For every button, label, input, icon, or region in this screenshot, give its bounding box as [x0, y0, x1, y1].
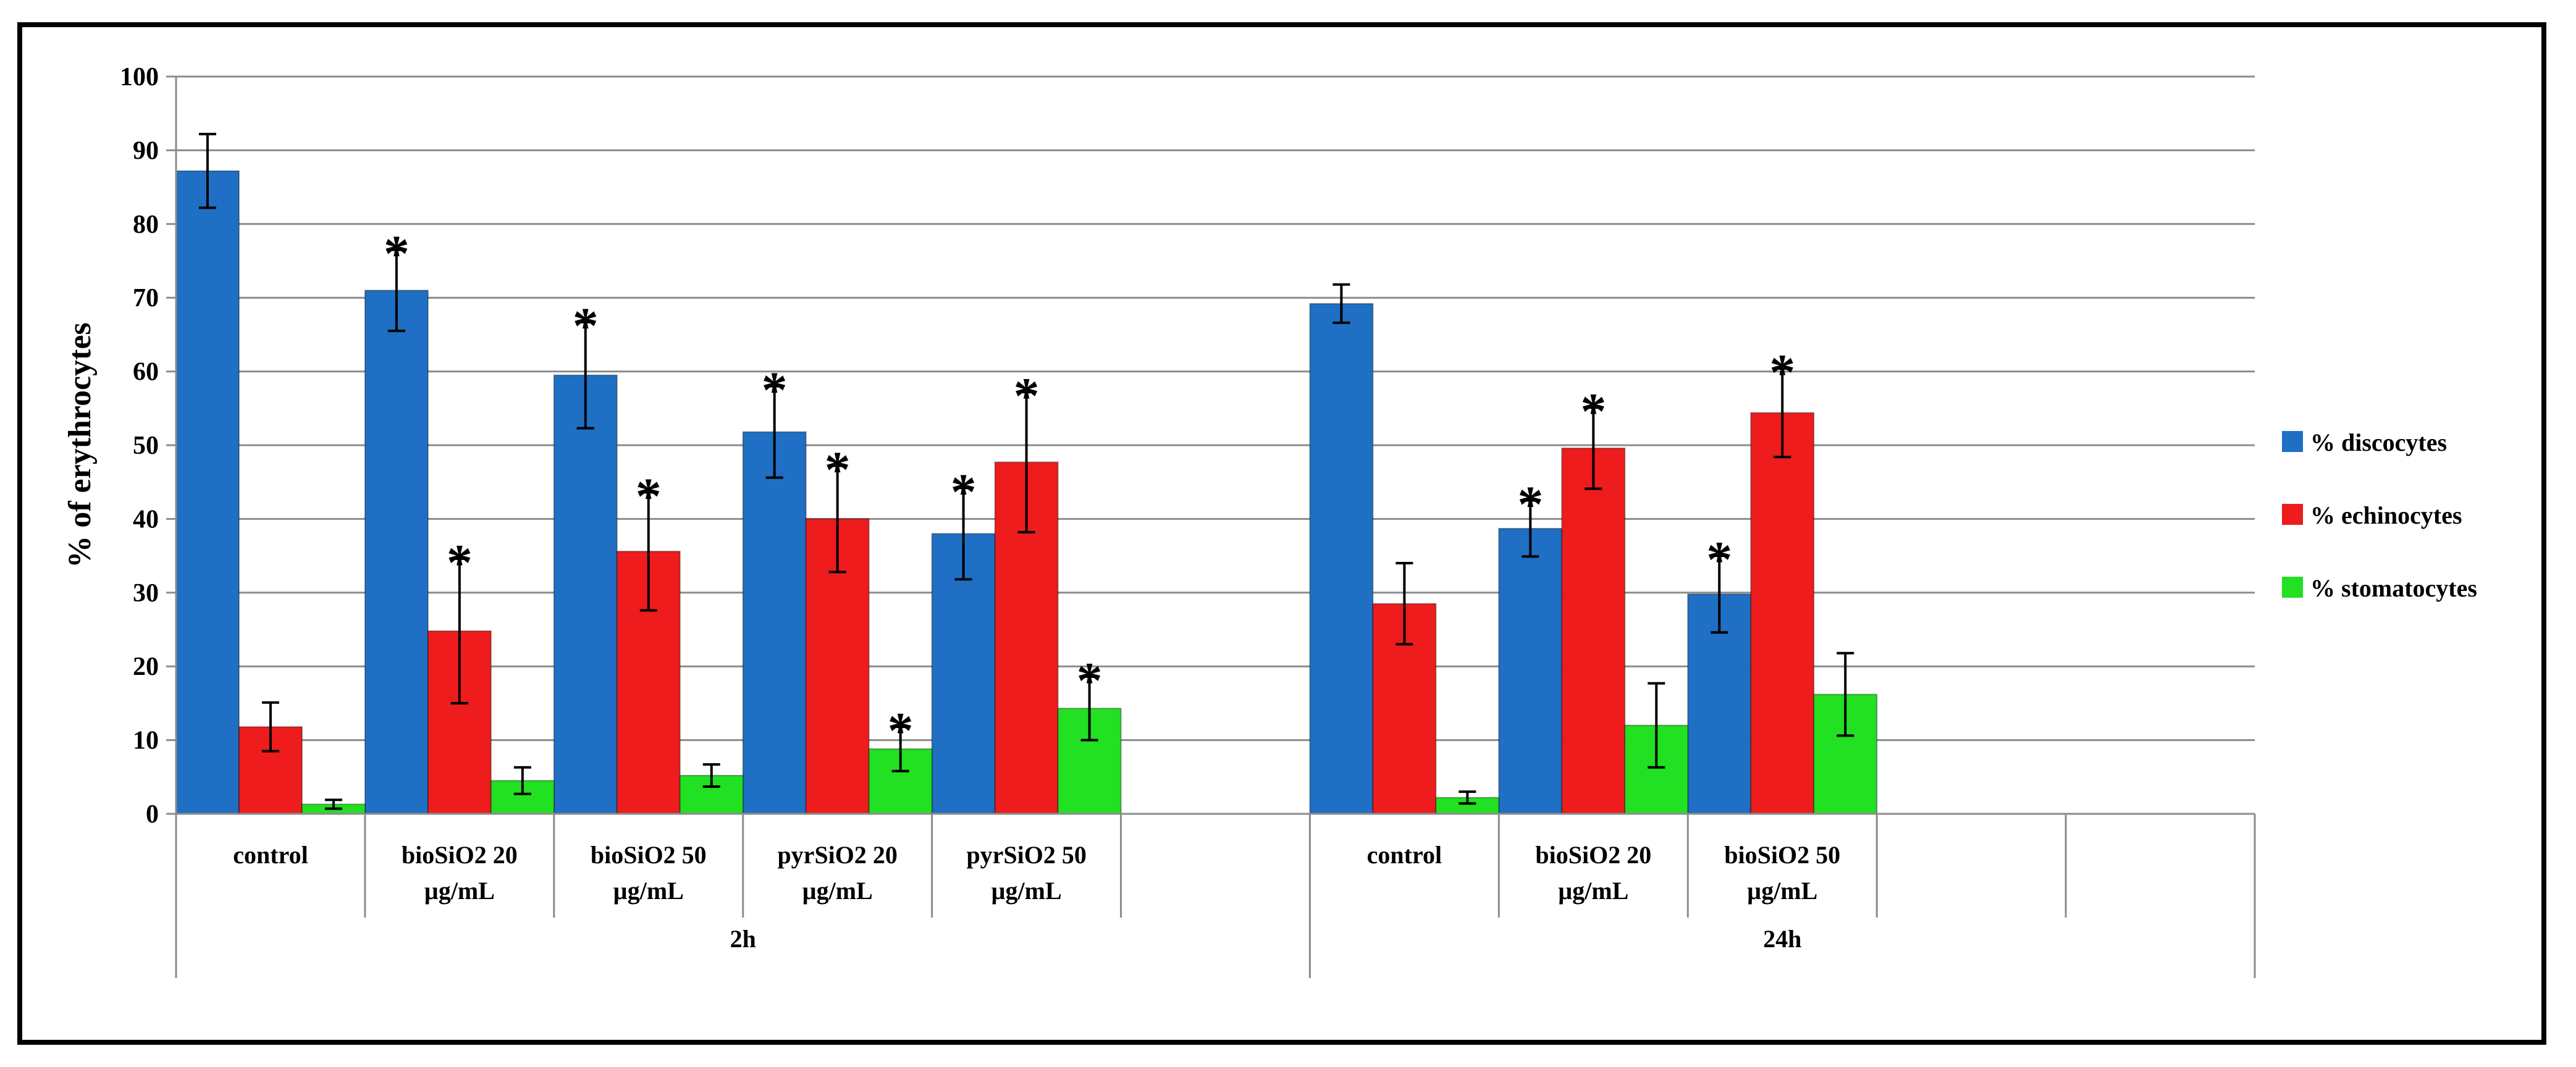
y-tick-label: 60 [133, 358, 159, 387]
group-label: 24h [1763, 925, 1801, 953]
bar [1309, 303, 1374, 814]
y-tick-label: 30 [133, 579, 159, 608]
significance-marker: * [1580, 383, 1606, 440]
category-label: µg/mL [1558, 877, 1628, 905]
legend-label: % stomatocytes [2310, 574, 2477, 602]
gridlines [166, 75, 2255, 815]
error-bars [198, 133, 1854, 810]
y-tick-label: 10 [133, 727, 159, 755]
bar [1498, 527, 1563, 814]
group-label: 2h [730, 925, 756, 953]
category-label: µg/mL [613, 877, 684, 905]
bar [1561, 447, 1626, 814]
figure-frame: 0 10 20 30 40 50 60 70 80 90 100 * * * * * * * * * * * * * * co… [17, 22, 2546, 1045]
significance-marker: * [573, 298, 599, 355]
category-label: pyrSiO2 50 [966, 841, 1086, 869]
y-tick-label: 0 [146, 800, 159, 829]
legend-swatch [2282, 577, 2303, 598]
category-label: µg/mL [1747, 877, 1817, 905]
category-label: control [1367, 841, 1442, 869]
bars [175, 170, 1878, 815]
category-label: µg/mL [802, 877, 873, 905]
category-label: µg/mL [991, 877, 1062, 905]
bar [364, 290, 429, 814]
significance-marker: * [636, 467, 662, 525]
category-label: control [233, 841, 308, 869]
significance-marker: * [888, 702, 914, 759]
bar-chart: 0 10 20 30 40 50 60 70 80 90 100 * * * * * * * * * * * * * * co… [62, 63, 2477, 978]
y-tick-label: 20 [133, 653, 159, 681]
significance-marker: * [1706, 531, 1732, 588]
significance-marker: * [762, 361, 788, 419]
significance-marker: * [951, 463, 977, 521]
significance-markers: * * * * * * * * * * * * * * [384, 225, 1795, 760]
bar [742, 431, 807, 814]
significance-marker: * [447, 534, 473, 592]
significance-marker: * [1769, 344, 1795, 401]
y-tick-label: 90 [133, 136, 159, 165]
bar [427, 630, 492, 814]
legend-label: % echinocytes [2310, 501, 2462, 529]
significance-marker: * [1077, 652, 1103, 709]
bar [553, 374, 618, 814]
category-label: bioSiO2 50 [591, 841, 707, 869]
category-label: bioSiO2 20 [402, 841, 518, 869]
y-axis-ticks: 0 10 20 30 40 50 60 70 80 90 100 [120, 63, 159, 829]
significance-marker: * [1517, 476, 1543, 534]
y-tick-label: 50 [133, 432, 159, 460]
category-label: µg/mL [424, 877, 495, 905]
category-label: bioSiO2 20 [1535, 841, 1651, 869]
significance-marker: * [384, 225, 410, 283]
y-tick-label: 40 [133, 505, 159, 534]
y-tick-label: 70 [133, 284, 159, 312]
bar [175, 170, 240, 814]
bar [238, 726, 303, 815]
category-label: pyrSiO2 20 [777, 841, 897, 869]
y-tick-label: 100 [120, 63, 159, 91]
y-axis-label: % of erythrocytes [62, 322, 98, 568]
category-label: bioSiO2 50 [1724, 841, 1840, 869]
legend-label: % discocytes [2310, 429, 2447, 456]
y-tick-label: 80 [133, 211, 159, 239]
axes [175, 77, 2256, 978]
legend-swatch [2282, 504, 2303, 525]
significance-marker: * [825, 441, 851, 498]
legend-swatch [2282, 431, 2303, 452]
bar [1750, 412, 1815, 814]
category-labels: control bioSiO2 20 µg/mL bioSiO2 50 µg/mL pyr… [233, 841, 1840, 953]
significance-marker: * [1014, 367, 1040, 425]
legend: % discocytes % echinocytes % stomatocytes [2282, 429, 2477, 602]
